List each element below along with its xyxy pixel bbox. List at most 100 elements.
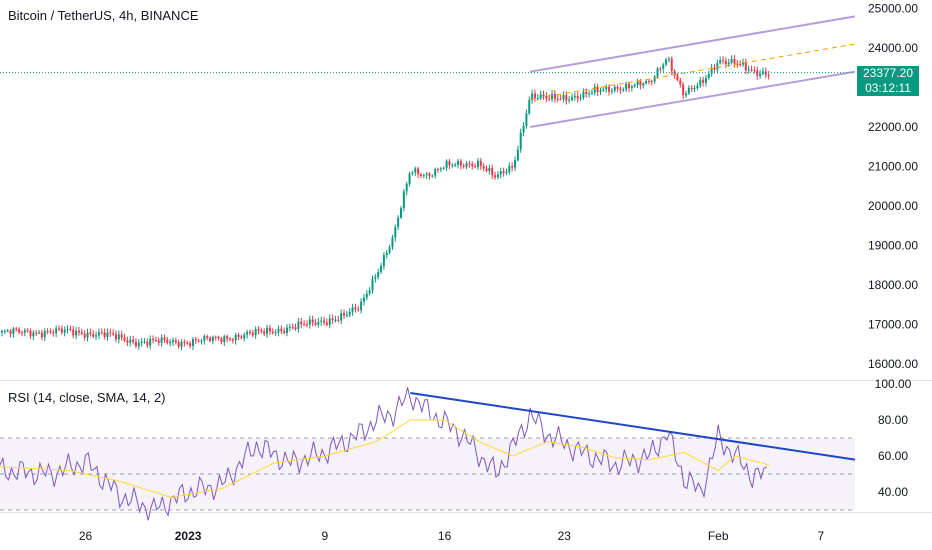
candle-body <box>670 58 673 72</box>
candle-body <box>323 320 326 323</box>
chart-title: Bitcoin / TetherUS, 4h, BINANCE <box>8 8 199 23</box>
candle-body <box>300 321 303 325</box>
candle-body <box>482 166 485 169</box>
candle-body <box>186 342 189 344</box>
candle-body <box>562 95 565 100</box>
candle-body <box>163 337 166 340</box>
candle-body <box>274 332 277 334</box>
candle-body <box>385 252 388 256</box>
candle-body <box>588 93 591 95</box>
candle-body <box>3 330 6 332</box>
candle-body <box>191 339 194 347</box>
candle-body <box>311 319 314 323</box>
candle-body <box>69 328 72 330</box>
candle-body <box>494 175 497 178</box>
candle-body <box>277 328 280 333</box>
candle-body <box>123 337 126 341</box>
time-axis-tick: 16 <box>438 529 452 543</box>
candle-body <box>548 98 551 100</box>
candle-body <box>707 73 710 79</box>
candle-body <box>590 92 593 94</box>
candle-body <box>340 313 343 321</box>
candle-body <box>516 149 519 161</box>
candle-body <box>18 329 21 333</box>
rsi-axis-tick: 40.00 <box>878 485 908 499</box>
candle-body <box>571 97 573 100</box>
candle-body <box>180 341 183 347</box>
candle-body <box>231 339 234 341</box>
candle-body <box>454 164 457 166</box>
candle-body <box>585 91 588 95</box>
candle-body <box>77 330 80 333</box>
candle-body <box>405 183 408 192</box>
price-axis-tick: 19000.00 <box>868 239 918 253</box>
candle-body <box>237 334 240 337</box>
candle-body <box>394 226 397 238</box>
candle-body <box>502 171 505 174</box>
candle-body <box>1 330 3 333</box>
candle-body <box>662 64 665 69</box>
candle-body <box>257 329 260 331</box>
candle-body <box>243 334 246 339</box>
candle-body <box>337 319 340 321</box>
candle-body <box>556 98 559 100</box>
rsi-axis-tick: 80.00 <box>878 413 908 427</box>
candle-body <box>622 89 625 91</box>
rsi-axis-tick: 60.00 <box>878 449 908 463</box>
time-axis-tick: Feb <box>708 529 729 543</box>
candle-body <box>357 309 360 311</box>
candle-body <box>397 217 400 227</box>
candle-body <box>613 86 616 91</box>
candle-body <box>29 330 32 337</box>
candle-body <box>636 80 639 85</box>
candle-body <box>109 332 112 334</box>
candle-body <box>115 334 117 340</box>
candle-body <box>685 93 687 96</box>
candle-body <box>217 336 220 339</box>
candle-body <box>286 327 288 333</box>
candle-body <box>727 62 730 65</box>
candle-body <box>508 166 511 173</box>
rsi-line <box>0 387 767 521</box>
candle-body <box>730 59 733 63</box>
countdown-label: 03:12:11 <box>857 81 919 96</box>
candle-body <box>388 247 391 253</box>
candle-body <box>46 330 49 332</box>
candle-body <box>676 75 679 81</box>
candle-body <box>271 331 274 334</box>
rsi-title: RSI (14, close, SMA, 14, 2) <box>8 390 166 405</box>
candle-body <box>539 94 542 98</box>
candle-body <box>445 160 448 168</box>
candle-body <box>485 168 488 171</box>
candle-body <box>100 332 103 334</box>
candle-body <box>565 95 568 101</box>
candle-body <box>479 160 482 167</box>
candle-body <box>291 327 294 329</box>
candle-body <box>126 340 129 343</box>
candle-body <box>619 88 622 91</box>
candle-body <box>154 339 157 341</box>
candle-body <box>568 99 571 101</box>
candle-body <box>251 332 254 336</box>
candle-body <box>189 343 192 347</box>
candle-body <box>673 71 676 76</box>
candle-body <box>166 339 169 344</box>
time-axis-tick: 26 <box>79 529 93 543</box>
candle-body <box>448 160 451 166</box>
candle-body <box>15 328 18 330</box>
candle-body <box>599 90 602 93</box>
candle-body <box>628 83 630 89</box>
candle-body <box>129 339 132 343</box>
candle-body <box>52 332 55 334</box>
candle-body <box>63 329 66 333</box>
candle-body <box>348 311 351 315</box>
candle-body <box>593 86 596 93</box>
candle-body <box>559 98 562 100</box>
candle-body <box>97 332 100 336</box>
candle-body <box>143 341 146 343</box>
candle-body <box>72 329 75 336</box>
price-axis-tick: 22000.00 <box>868 120 918 134</box>
candle-body <box>764 71 767 75</box>
time-axis-tick: 7 <box>817 529 824 543</box>
